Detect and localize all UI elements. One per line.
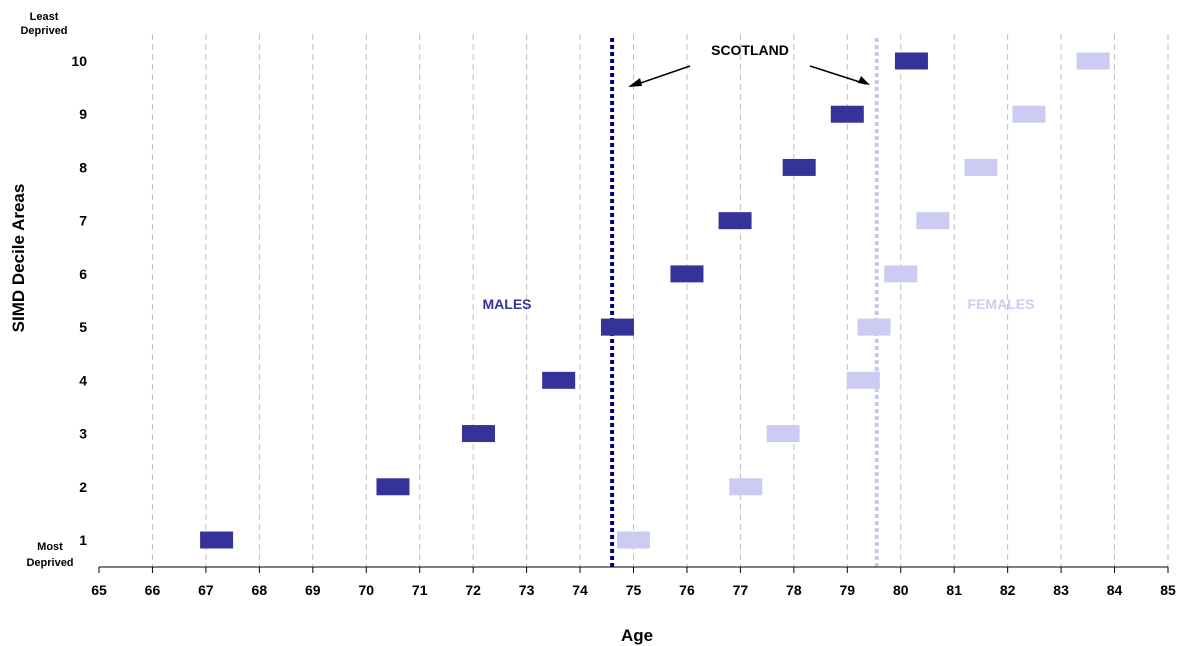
y-tick-label-3: 3: [79, 426, 87, 442]
x-tick-labels: 65 66 67 68 69 70 71 72 73 74 75 76 77 78 79 80 81 82 83 84…: [91, 567, 1176, 598]
females-marker-decile-7: [916, 212, 950, 230]
y-tick-label-9: 9: [79, 106, 87, 122]
x-tick-label-66: 66: [145, 582, 161, 598]
x-tick-label-75: 75: [626, 582, 642, 598]
x-tick-label-65: 65: [91, 582, 107, 598]
females-marker-decile-9: [1012, 105, 1046, 123]
x-tick-label-84: 84: [1107, 582, 1123, 598]
males-marker-decile-10: [894, 52, 928, 70]
females-marker-decile-3: [766, 425, 800, 443]
scotland-arrow-right: [809, 65, 867, 85]
females-marker-decile-4: [846, 371, 880, 389]
females-marker-decile-1: [617, 531, 650, 549]
x-tick-label-73: 73: [519, 582, 535, 598]
grid-lines: [151, 34, 1169, 567]
y-tick-label-2: 2: [79, 479, 87, 495]
y-tick-label-1: 1: [79, 532, 87, 548]
females-marker-decile-6: [884, 265, 918, 283]
females-annotation: FEMALES: [968, 296, 1035, 312]
x-tick-label-76: 76: [679, 582, 695, 598]
x-tick-label-82: 82: [1000, 582, 1016, 598]
y-tick-label-10: 10: [71, 53, 87, 69]
males-marker-decile-9: [830, 105, 864, 123]
y-tick-label-7: 7: [79, 213, 87, 229]
females-marker-decile-5: [857, 318, 891, 336]
y-tick-label-4: 4: [79, 372, 87, 388]
y-bottom-label-line1: Most: [37, 541, 63, 553]
x-tick-label-68: 68: [252, 582, 268, 598]
y-tick-label-8: 8: [79, 159, 87, 175]
y-bottom-label-line2: Deprived: [26, 557, 73, 569]
x-tick-label-78: 78: [786, 582, 802, 598]
males-marker-decile-6: [670, 265, 704, 283]
females-marker-decile-10: [1076, 52, 1110, 70]
males-marker-decile-5: [600, 318, 634, 336]
males-marker-decile-2: [376, 478, 410, 496]
males-marker-decile-3: [461, 425, 495, 443]
x-tick-label-83: 83: [1053, 582, 1069, 598]
data-marks: [200, 52, 1110, 549]
males-marker-decile-4: [542, 371, 576, 389]
males-marker-decile-8: [782, 158, 816, 176]
x-axis-title: Age: [621, 626, 653, 645]
x-tick-label-85: 85: [1160, 582, 1176, 598]
females-marker-decile-2: [729, 478, 763, 496]
y-tick-labels: 1 2 3 4 5 6 7 8 9 10: [71, 53, 87, 548]
scotland-arrow-left-head: [628, 78, 642, 87]
scotland-arrows: [628, 65, 870, 87]
y-axis-title: SIMD Decile Areas: [9, 184, 28, 333]
y-top-label-line1: Least: [30, 11, 59, 23]
x-tick-label-79: 79: [840, 582, 856, 598]
x-tick-label-70: 70: [358, 582, 374, 598]
females-marker-decile-8: [964, 158, 998, 176]
scotland-arrow-right-head: [858, 76, 870, 85]
males-marker-decile-7: [718, 212, 752, 230]
males-marker-decile-1: [200, 531, 234, 549]
y-top-label-line2: Deprived: [20, 25, 67, 37]
scotland-annotation: SCOTLAND: [711, 42, 789, 58]
x-tick-label-74: 74: [572, 582, 588, 598]
scotland-arrow-left: [631, 65, 691, 87]
x-tick-label-71: 71: [412, 582, 428, 598]
x-tick-label-77: 77: [733, 582, 749, 598]
y-tick-label-5: 5: [79, 319, 87, 335]
x-tick-label-81: 81: [946, 582, 962, 598]
x-tick-label-69: 69: [305, 582, 321, 598]
x-tick-label-72: 72: [465, 582, 481, 598]
y-tick-label-6: 6: [79, 266, 87, 282]
males-annotation: MALES: [483, 296, 532, 312]
x-tick-label-80: 80: [893, 582, 909, 598]
x-tick-label-67: 67: [198, 582, 214, 598]
